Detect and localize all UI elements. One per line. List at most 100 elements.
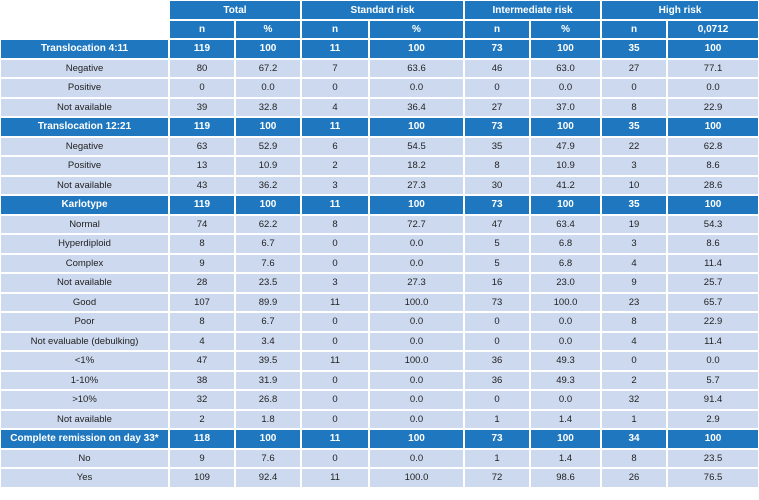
table-cell: 35 bbox=[602, 118, 667, 136]
table-cell: 9 bbox=[170, 449, 234, 467]
table-cell: 41.2 bbox=[531, 176, 601, 194]
table-cell: 25.7 bbox=[668, 274, 759, 292]
row-label: Not evaluable (debulking) bbox=[1, 332, 168, 350]
table-cell: 54.5 bbox=[370, 137, 464, 155]
header-row-groups: Total Standard risk Intermediate risk Hi… bbox=[1, 1, 759, 19]
table-cell: 0 bbox=[465, 391, 530, 409]
table-cell: 27 bbox=[465, 98, 530, 116]
table-cell: 100 bbox=[370, 40, 464, 58]
table-cell: 47 bbox=[465, 215, 530, 233]
table-cell: 0 bbox=[602, 79, 667, 97]
table-cell: 32 bbox=[170, 391, 234, 409]
table-cell: 100 bbox=[370, 196, 464, 214]
row-label: Normal bbox=[1, 215, 168, 233]
table-row: Good 107 89.9 11 100.0 73 100.0 23 65.7 bbox=[1, 293, 759, 311]
table-cell: 18.2 bbox=[370, 157, 464, 175]
table-cell: 100 bbox=[668, 118, 759, 136]
table-cell: 100 bbox=[531, 430, 601, 448]
table-cell: 11.4 bbox=[668, 254, 759, 272]
table-cell: 32 bbox=[602, 391, 667, 409]
table-cell: 8 bbox=[170, 235, 234, 253]
table-cell: 100 bbox=[531, 118, 601, 136]
table-cell: 0.0 bbox=[531, 332, 601, 350]
table-cell: 0 bbox=[302, 313, 368, 331]
table-cell: 35 bbox=[465, 137, 530, 155]
table-row: Positive 0 0.0 0 0.0 0 0.0 0 0.0 bbox=[1, 79, 759, 97]
table-cell: 23.5 bbox=[668, 449, 759, 467]
table-cell: 0 bbox=[302, 235, 368, 253]
row-label: Poor bbox=[1, 313, 168, 331]
table-cell: 2 bbox=[302, 157, 368, 175]
table-cell: 10.9 bbox=[236, 157, 300, 175]
table-cell: 4 bbox=[170, 332, 234, 350]
table-cell: 0 bbox=[302, 410, 368, 428]
table-cell: 11 bbox=[302, 430, 368, 448]
table-cell: 0.0 bbox=[370, 391, 464, 409]
table-cell: 39.5 bbox=[236, 352, 300, 370]
table-cell: 1.4 bbox=[531, 410, 601, 428]
table-row: Positive 13 10.9 2 18.2 8 10.9 3 8.6 bbox=[1, 157, 759, 175]
table-cell: 49.3 bbox=[531, 352, 601, 370]
row-label: No bbox=[1, 449, 168, 467]
table-cell: 3.4 bbox=[236, 332, 300, 350]
header-group-intermediate-risk: Intermediate risk bbox=[465, 1, 601, 19]
subheader-cell: n bbox=[465, 21, 530, 38]
table-cell: 100 bbox=[531, 196, 601, 214]
table-cell: 0.0 bbox=[370, 332, 464, 350]
table-cell: 91.4 bbox=[668, 391, 759, 409]
table-cell: 0.0 bbox=[370, 254, 464, 272]
table-cell: 28 bbox=[170, 274, 234, 292]
table-cell: 100.0 bbox=[370, 469, 464, 487]
row-label: Not available bbox=[1, 98, 168, 116]
table-cell: 6.8 bbox=[531, 235, 601, 253]
table-row: Not available 2 1.8 0 0.0 1 1.4 1 2.9 bbox=[1, 410, 759, 428]
table-cell: 47.9 bbox=[531, 137, 601, 155]
table-cell: 100 bbox=[236, 430, 300, 448]
table-row: Negative 80 67.2 7 63.6 46 63.0 27 77.1 bbox=[1, 59, 759, 77]
table-cell: 100 bbox=[236, 40, 300, 58]
table-cell: 0.0 bbox=[370, 449, 464, 467]
table-cell: 89.9 bbox=[236, 293, 300, 311]
table-cell: 11 bbox=[302, 196, 368, 214]
table-cell: 100 bbox=[370, 430, 464, 448]
table-cell: 0.0 bbox=[236, 79, 300, 97]
table-cell: 8 bbox=[602, 98, 667, 116]
table-cell: 3 bbox=[302, 176, 368, 194]
table-cell: 0.0 bbox=[668, 352, 759, 370]
table-cell: 7 bbox=[302, 59, 368, 77]
table-cell: 0 bbox=[465, 313, 530, 331]
table-cell: 0 bbox=[465, 79, 530, 97]
table-cell: 28.6 bbox=[668, 176, 759, 194]
table-cell: 32.8 bbox=[236, 98, 300, 116]
table-row: <1% 47 39.5 11 100.0 36 49.3 0 0.0 bbox=[1, 352, 759, 370]
table-cell: 0 bbox=[302, 79, 368, 97]
table-cell: 2.9 bbox=[668, 410, 759, 428]
subheader-cell: % bbox=[531, 21, 601, 38]
table-cell: 4 bbox=[602, 332, 667, 350]
table-cell: 2 bbox=[602, 371, 667, 389]
table-cell: 30 bbox=[465, 176, 530, 194]
table-cell: 0.0 bbox=[531, 313, 601, 331]
table-cell: 77.1 bbox=[668, 59, 759, 77]
table-cell: 0 bbox=[602, 352, 667, 370]
table-cell: 92.4 bbox=[236, 469, 300, 487]
table-cell: 8.6 bbox=[668, 157, 759, 175]
table-cell: 0 bbox=[170, 79, 234, 97]
header-blank-cell bbox=[1, 21, 168, 38]
table-cell: 0 bbox=[302, 254, 368, 272]
table-cell: 16 bbox=[465, 274, 530, 292]
table-cell: 49.3 bbox=[531, 371, 601, 389]
table-row: Not available 28 23.5 3 27.3 16 23.0 9 25.7 bbox=[1, 274, 759, 292]
table-cell: 63.4 bbox=[531, 215, 601, 233]
table-cell: 43 bbox=[170, 176, 234, 194]
table-cell: 73 bbox=[465, 196, 530, 214]
subheader-cell: n bbox=[170, 21, 234, 38]
table-cell: 27 bbox=[602, 59, 667, 77]
table-cell: 0.0 bbox=[531, 79, 601, 97]
table-cell: 6.7 bbox=[236, 313, 300, 331]
table-cell: 9 bbox=[170, 254, 234, 272]
table-cell: 73 bbox=[465, 118, 530, 136]
table-cell: 11.4 bbox=[668, 332, 759, 350]
table-cell: 8 bbox=[602, 313, 667, 331]
table-cell: 4 bbox=[602, 254, 667, 272]
